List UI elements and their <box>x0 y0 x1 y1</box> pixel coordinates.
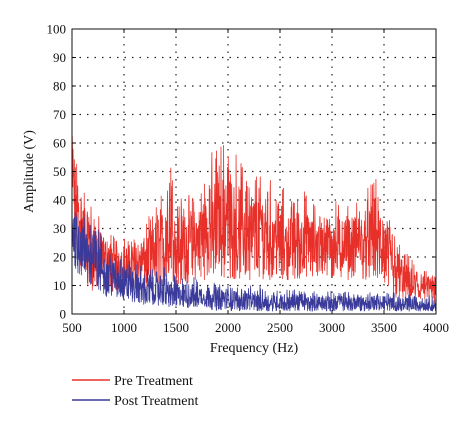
x-tick-label-2000: 2000 <box>215 320 241 335</box>
x-tick-label-2500: 2500 <box>267 320 293 335</box>
x-axis-ticks: 500 1000 1500 2000 2500 3000 3500 4000 <box>62 29 449 335</box>
legend: Pre Treatment Post Treatment <box>72 374 199 409</box>
y-tick-label-70: 70 <box>53 107 66 122</box>
y-tick-label-80: 80 <box>53 79 66 94</box>
y-tick-label-30: 30 <box>53 221 66 236</box>
y-tick-label-60: 60 <box>53 136 66 151</box>
legend-label-pre-treatment: Pre Treatment <box>114 374 193 389</box>
series-line-post-treatment <box>71 212 437 312</box>
y-tick-label-10: 10 <box>53 278 66 293</box>
y-tick-label-100: 100 <box>47 22 67 37</box>
x-tick-label-1000: 1000 <box>111 320 137 335</box>
y-tick-label-0: 0 <box>60 307 67 322</box>
y-tick-label-90: 90 <box>53 50 66 65</box>
y-axis-ticks: 0 10 20 30 40 50 60 70 80 90 100 <box>47 22 436 322</box>
x-tick-label-500: 500 <box>62 320 82 335</box>
x-tick-label-3000: 3000 <box>319 320 345 335</box>
x-tick-label-1500: 1500 <box>163 320 189 335</box>
x-axis-label: Frequency (Hz) <box>210 341 299 356</box>
y-tick-label-50: 50 <box>53 164 66 179</box>
y-axis-label: Amplitude (V) <box>22 130 37 213</box>
y-tick-label-40: 40 <box>53 193 66 208</box>
legend-label-post-treatment: Post Treatment <box>114 394 199 409</box>
x-tick-label-3500: 3500 <box>371 320 397 335</box>
series-layer <box>71 135 437 312</box>
y-tick-label-20: 20 <box>53 250 66 265</box>
x-tick-label-4000: 4000 <box>423 320 449 335</box>
series-line-pre-treatment <box>71 135 437 304</box>
